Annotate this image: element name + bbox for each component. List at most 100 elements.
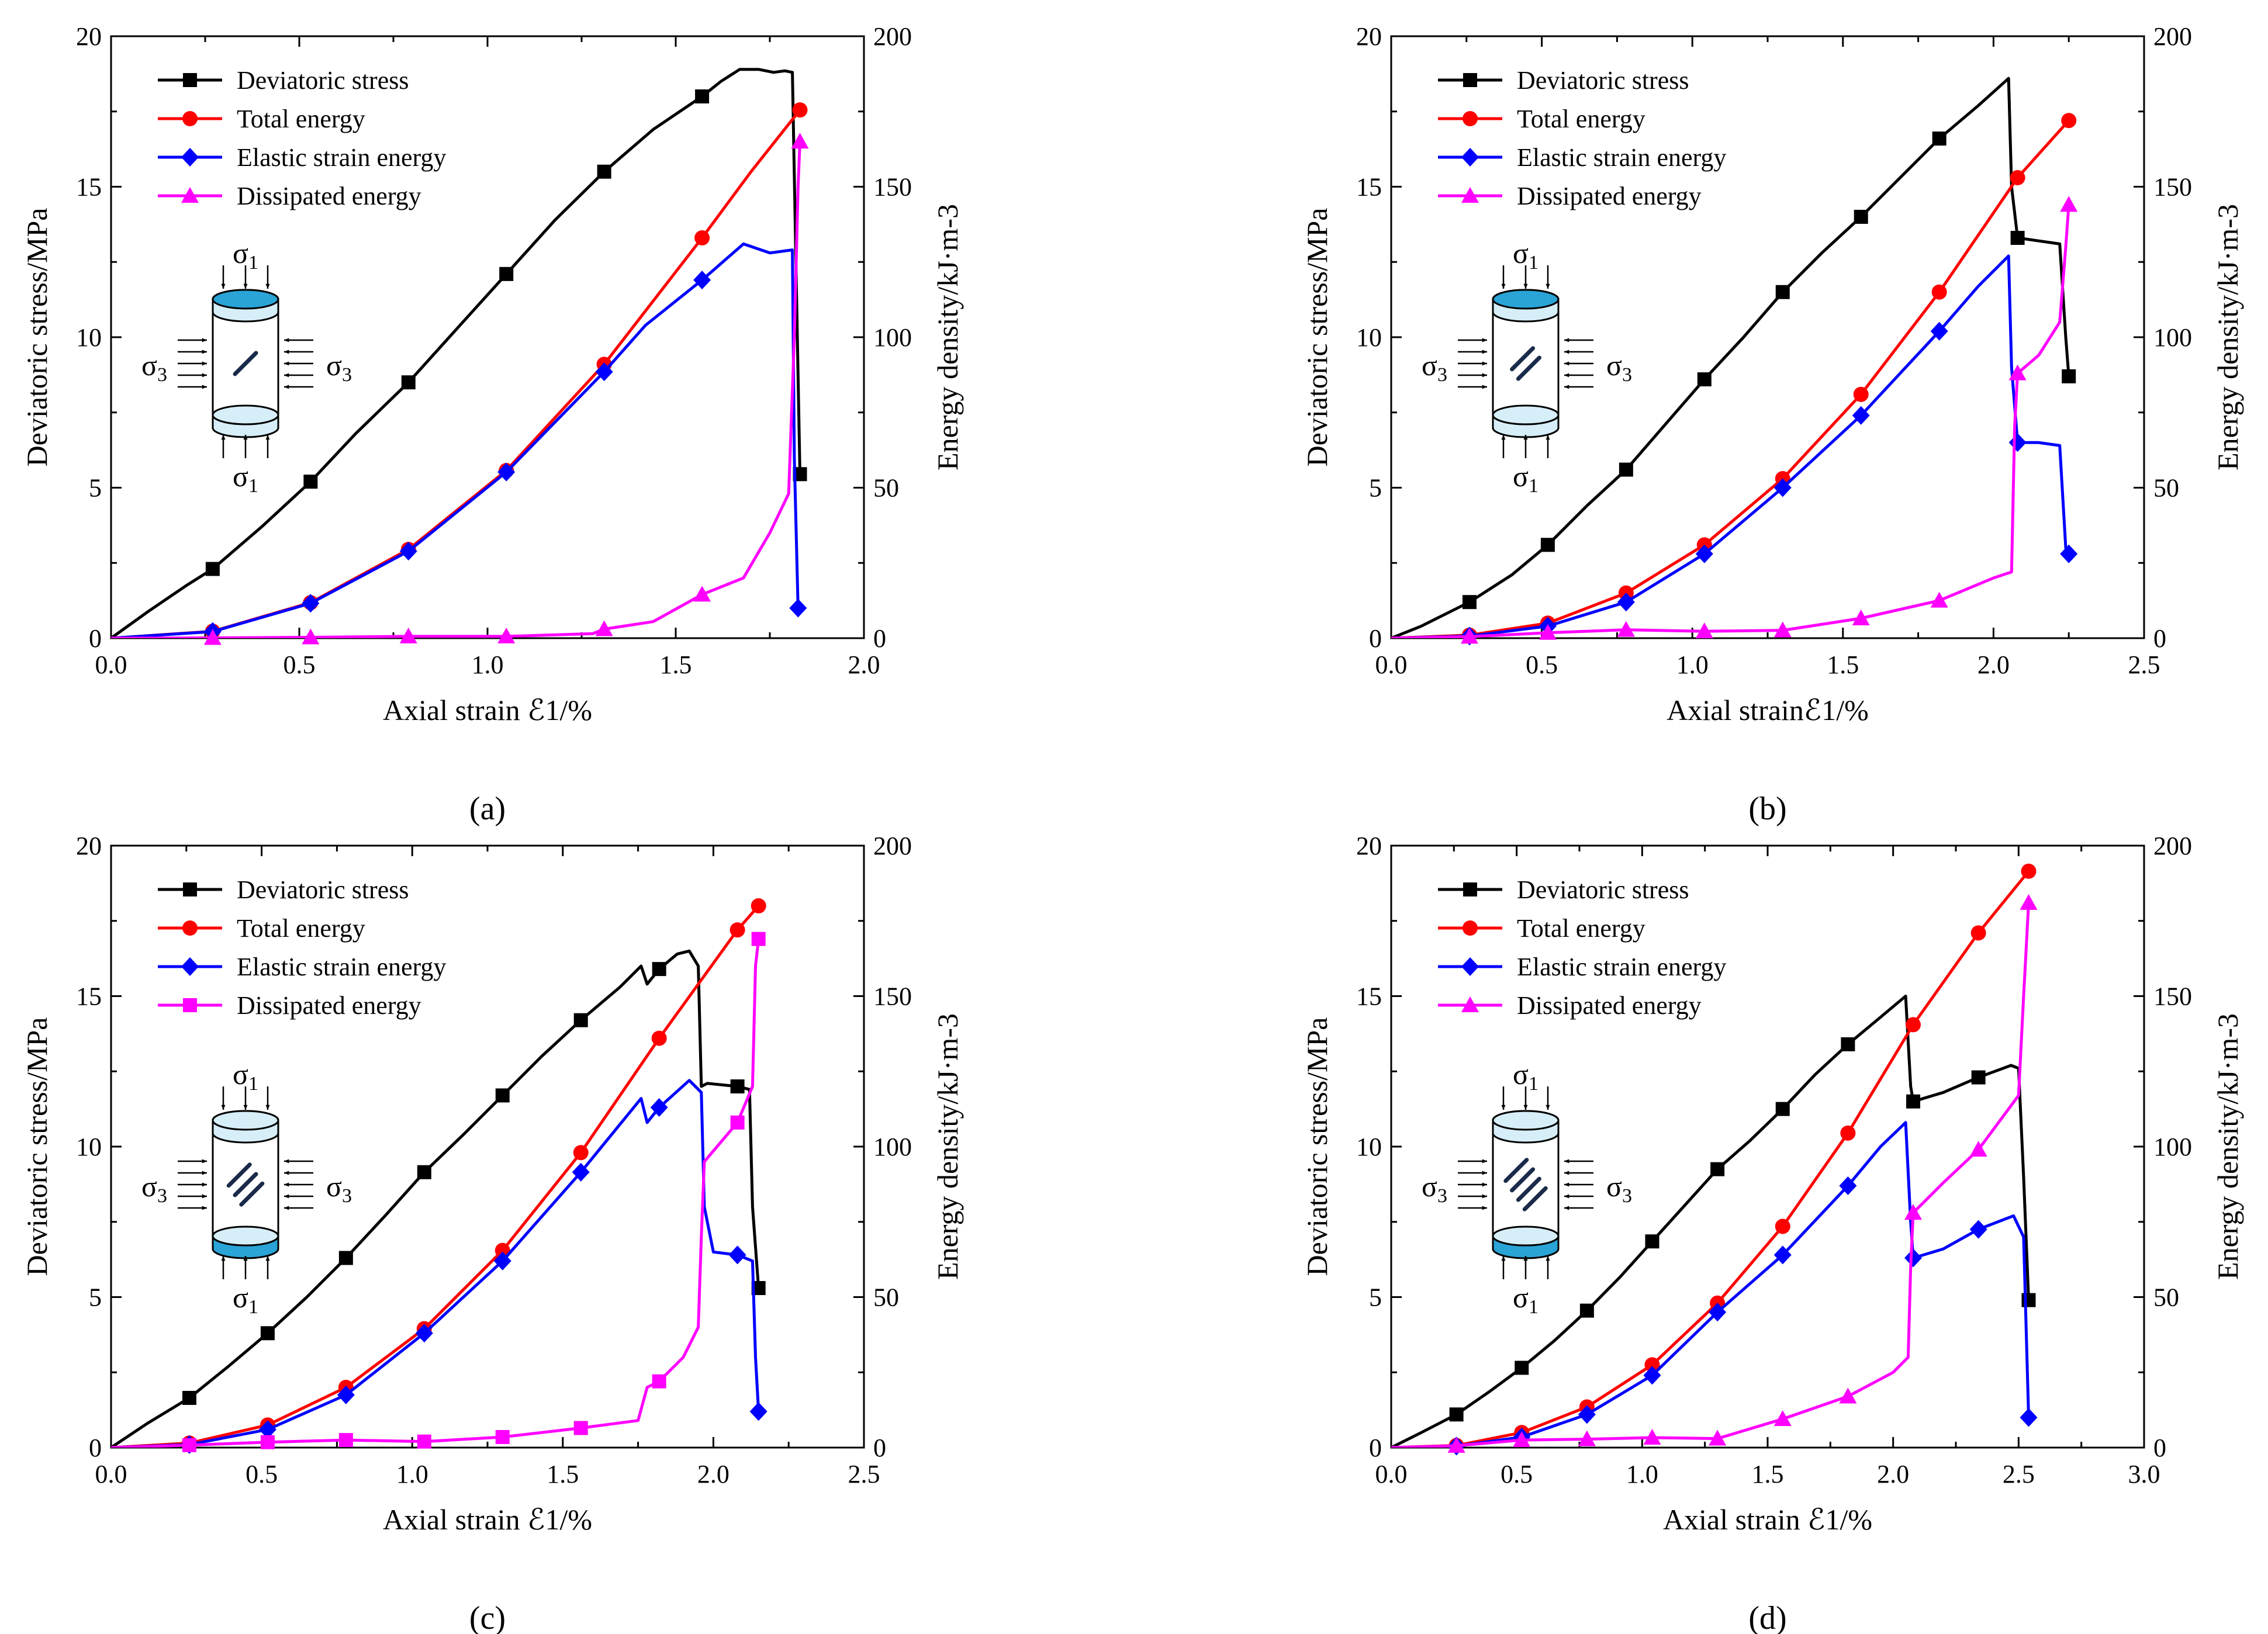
series-line-dissipated-energy [1391,205,2070,638]
fracture-lines [1503,1158,1548,1211]
data-point-elastic-strain-energy [749,1402,767,1421]
x-tick-label: 2.0 [1977,650,2010,679]
series-line-elastic-strain-energy [1391,1121,2030,1448]
legend-item: Elastic strain energy [1438,143,1726,172]
legend-item: Elastic strain energy [1438,953,1726,981]
sigma1-bottom-label: σ1 [233,460,258,497]
data-point-dissipated-energy [399,627,417,643]
data-point-elastic-strain-energy [650,1098,668,1117]
data-point-total-energy [2010,170,2025,186]
data-point-total-energy [651,1030,667,1046]
data-point-elastic-strain-energy [497,462,516,482]
legend-marker [181,957,199,976]
series-line-elastic-strain-energy [1391,254,2070,638]
data-point-elastic-strain-energy [415,1324,433,1343]
legend-item: Dissipated energy [158,182,421,210]
data-point-elastic-strain-energy [1904,1248,1923,1268]
legend-marker [181,148,199,167]
x-tick-label: 0.5 [246,1460,278,1488]
data-point-dissipated-energy [1513,1431,1531,1448]
data-point-elastic-strain-energy [728,1245,746,1265]
y2-tick-label: 200 [2153,22,2192,51]
data-point-dissipated-energy [182,1438,196,1452]
data-point-elastic-strain-energy [399,542,417,561]
fracture-line [1503,1158,1529,1183]
panel-label: (d) [1748,1600,1786,1634]
x-tick-label: 0.5 [1526,650,1558,679]
legend-marker [1461,187,1479,203]
y2-tick-label: 50 [2153,474,2179,503]
data-point-dissipated-energy [417,1434,431,1449]
x-tick-label: 1.0 [1676,650,1709,679]
legend-item: Elastic strain energy [158,143,446,172]
data-point-dissipated-energy [1773,1410,1792,1427]
x-tick-label: 2.5 [848,1460,880,1488]
x-axis-title: Axial strain ℰ1/% [383,694,592,726]
series-dissipated-energy [1391,196,2078,644]
sigma1-bottom-label: σ1 [233,1281,258,1318]
legend: Deviatoric stress Total energy Elastic str… [1438,66,1726,210]
data-point-dissipated-energy [1852,610,1870,626]
y2-tick-label: 150 [2153,173,2192,202]
data-point-deviatoric-stress [1841,1037,1855,1051]
panel-label: (c) [469,1600,506,1634]
legend-item: Total energy [1438,105,1645,133]
series-dissipated-energy [111,932,766,1452]
x-tick-label: 2.5 [2128,650,2160,679]
x-tick-label: 1.0 [396,1460,428,1488]
legend-item: Deviatoric stress [158,66,409,95]
fracture-line [239,1181,265,1207]
x-tick-label: 1.0 [1626,1460,1658,1488]
legend-label: Total energy [1517,914,1645,943]
data-point-dissipated-energy [693,586,711,602]
y-tick-label: 0 [1369,1434,1382,1462]
sigma3-left-label: σ3 [1422,1170,1447,1207]
data-point-elastic-strain-energy [493,1251,511,1270]
data-point-deviatoric-stress [1540,538,1555,552]
data-point-deviatoric-stress [1710,1162,1725,1176]
specimen-bottom-cap [1492,404,1560,425]
y2-tick-label: 50 [873,474,899,503]
fracture-lines [233,351,258,376]
data-point-deviatoric-stress [1775,285,1790,299]
data-point-total-energy [1644,1357,1660,1373]
y2-tick-label: 0 [2153,1434,2166,1462]
legend-marker [183,998,197,1012]
y-tick-label: 15 [76,173,102,202]
y2-axis-title: Energy density/kJ·m-3 [2211,204,2244,470]
legend: Deviatoric stress Total energy Elastic str… [158,875,446,1020]
data-point-total-energy [1840,1125,1856,1141]
legend-marker [181,187,199,203]
legend-marker [1463,73,1477,87]
fracture-line [1510,1167,1536,1193]
fracture-line [1522,1186,1548,1211]
sigma1-top-label: σ1 [1513,237,1538,274]
data-point-elastic-strain-energy [258,1420,276,1439]
data-point-deviatoric-stress [730,1079,745,1093]
data-point-elastic-strain-energy [1852,406,1870,425]
legend-label: Dissipated energy [237,991,421,1020]
legend-marker [1463,920,1478,936]
legend-label: Deviatoric stress [237,875,409,904]
data-point-dissipated-energy [2020,894,2038,910]
data-point-dissipated-energy [2060,196,2078,212]
data-point-deviatoric-stress [401,375,416,390]
data-point-total-energy [730,922,745,938]
data-point-dissipated-energy [1538,624,1557,640]
data-point-total-energy [1775,1218,1790,1234]
x-tick-label: 0.0 [95,650,127,679]
legend-item: Deviatoric stress [1438,875,1689,904]
data-point-deviatoric-stress [303,475,318,489]
data-point-elastic-strain-energy [1839,1176,1857,1195]
series-line-deviatoric-stress [1391,77,2070,638]
data-point-dissipated-energy [260,1435,275,1449]
legend-item: Elastic strain energy [158,953,446,981]
data-point-dissipated-energy [730,1115,745,1130]
y2-tick-label: 100 [873,1133,912,1161]
x-tick-label: 1.5 [547,1460,579,1488]
data-point-dissipated-energy [1904,1204,1923,1220]
y2-tick-label: 200 [2153,832,2192,860]
specimen-bottom-cap [212,404,279,425]
y-tick-label: 20 [1356,832,1382,860]
series-deviatoric-stress [1391,995,2036,1448]
